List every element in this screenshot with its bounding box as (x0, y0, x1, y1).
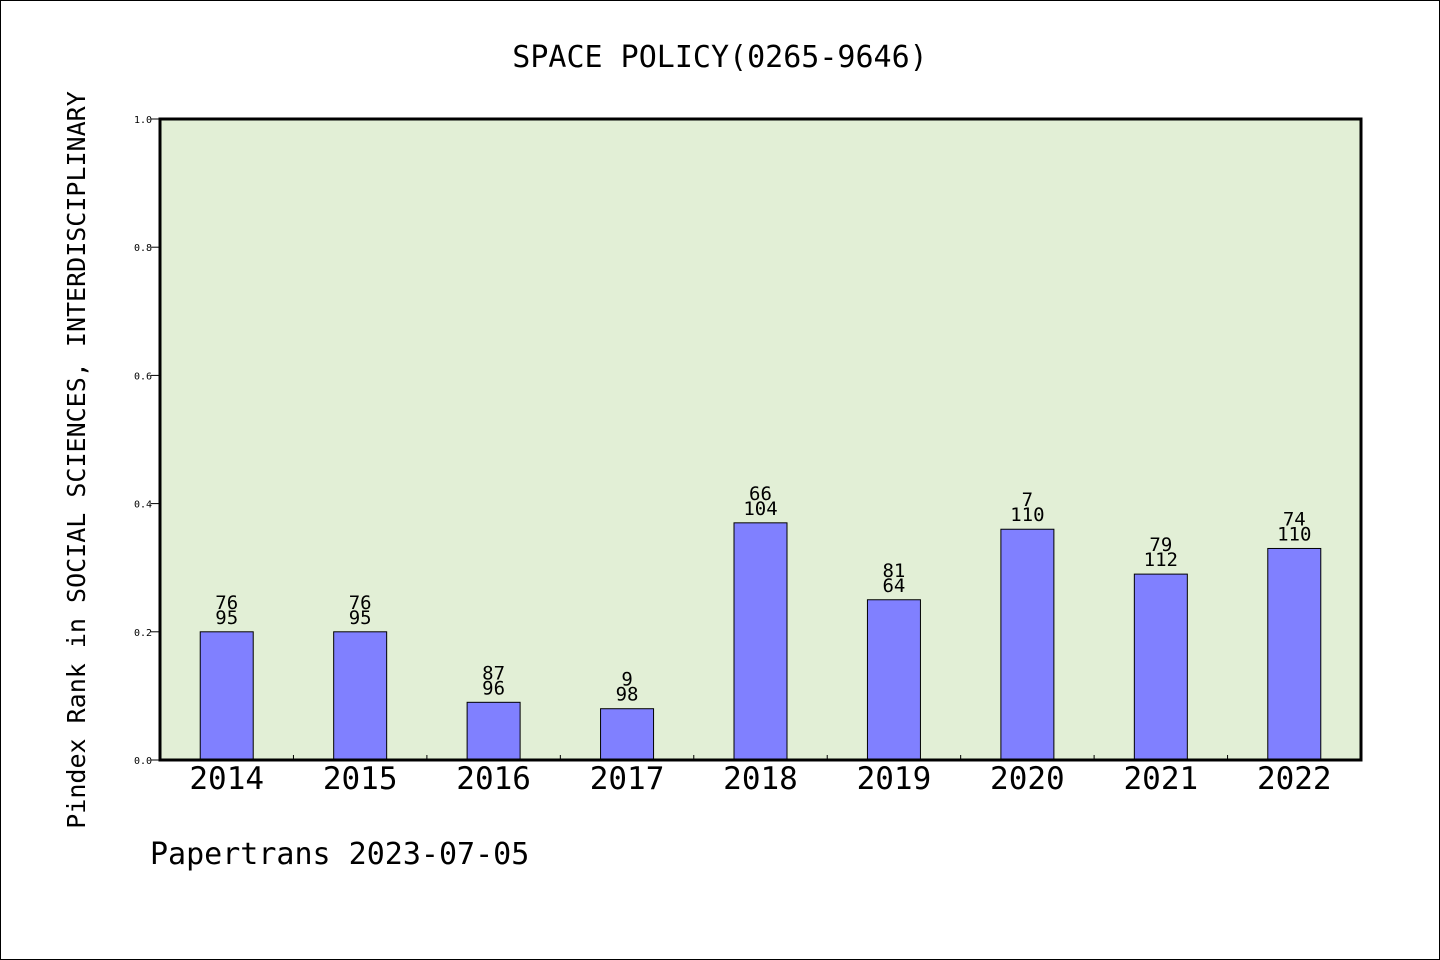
bar-total-label: 96 (482, 677, 505, 699)
plot-border (158, 117, 1363, 762)
x-tick-label: 2021 (1124, 761, 1199, 797)
bar-2022 (1267, 547, 1322, 761)
bar-total-label: 98 (616, 684, 639, 706)
bar-rank-label: 79 (1149, 534, 1172, 556)
bar-2015 (333, 631, 388, 761)
bar-rank-label: 74 (1283, 508, 1306, 530)
x-axis-ticks: 2014 2015 2016 2017 2018 2019 2020 2021 2022 (189, 755, 1332, 797)
bar-total-label: 104 (743, 498, 777, 520)
bar-total-label: 112 (1144, 549, 1178, 571)
bar-2014 (199, 631, 254, 761)
x-tick-label: 2017 (590, 761, 665, 797)
bar-total-label: 110 (1277, 523, 1311, 545)
y-tick-label: 0.0 (134, 756, 152, 767)
bar-2017 (600, 708, 655, 761)
bar-rank-label: 87 (482, 662, 505, 684)
bar-total-label: 110 (1010, 504, 1044, 526)
bar-rank-label: 76 (349, 592, 372, 614)
bar-total-label: 95 (349, 607, 372, 629)
chart-title: SPACE POLICY(0265-9646) (512, 40, 927, 75)
y-tick-label: 0.8 (134, 243, 152, 254)
x-tick-label: 2014 (189, 761, 264, 797)
bar-2018 (733, 522, 788, 761)
y-tick-label: 1.0 (134, 115, 152, 126)
x-tick-label: 2022 (1257, 761, 1332, 797)
bar-total-label: 95 (215, 607, 238, 629)
bar-rank-label: 7 (1022, 489, 1033, 511)
bar-2016 (466, 701, 521, 761)
bars (199, 522, 1322, 761)
bar-total-label: 64 (882, 575, 905, 597)
y-tick-label: 0.2 (134, 628, 152, 639)
x-tick-label: 2015 (323, 761, 398, 797)
y-axis-label: Pindex Rank in SOCIAL SCIENCES, INTERDIS… (62, 91, 91, 829)
x-tick-label: 2018 (723, 761, 798, 797)
footer-credit: Papertrans 2023-07-05 (150, 837, 529, 872)
y-axis-ticks: 0.0 0.2 0.4 0.6 0.8 1.0 (134, 115, 160, 767)
x-tick-label: 2019 (857, 761, 932, 797)
x-tick-label: 2020 (990, 761, 1065, 797)
y-tick-label: 0.4 (134, 500, 152, 511)
bar-rank-label: 9 (621, 669, 632, 691)
x-tick-label: 2016 (456, 761, 531, 797)
y-tick-label: 0.6 (134, 371, 152, 382)
bar-rank-label: 76 (215, 592, 238, 614)
bar-2019 (866, 599, 921, 761)
bar-2020 (1000, 528, 1055, 761)
bar-rank-label: 66 (749, 483, 772, 505)
bar-2021 (1133, 573, 1188, 761)
bar-rank-label: 81 (882, 560, 905, 582)
